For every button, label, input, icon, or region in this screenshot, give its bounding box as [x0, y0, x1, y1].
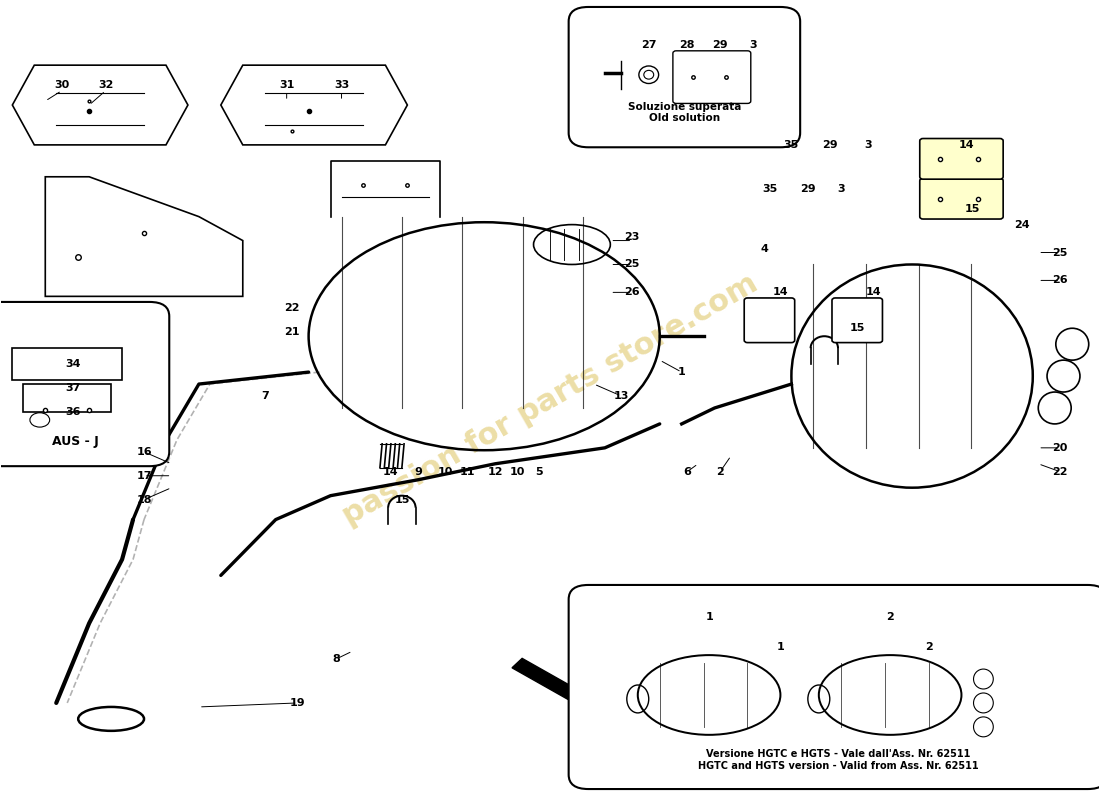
Text: 37: 37: [65, 383, 80, 393]
Text: 29: 29: [713, 40, 728, 50]
Text: 28: 28: [680, 40, 695, 50]
Text: 18: 18: [136, 494, 152, 505]
Text: 22: 22: [285, 303, 300, 314]
Text: 26: 26: [1053, 275, 1068, 286]
Text: 14: 14: [772, 287, 789, 298]
Text: 25: 25: [1053, 247, 1068, 258]
Text: 2: 2: [887, 612, 894, 622]
Text: 29: 29: [822, 140, 837, 150]
Text: 15: 15: [394, 494, 409, 505]
Text: 2: 2: [716, 466, 724, 477]
FancyBboxPatch shape: [569, 7, 800, 147]
FancyBboxPatch shape: [673, 51, 751, 103]
Text: 31: 31: [279, 80, 295, 90]
Text: 2: 2: [925, 642, 933, 652]
FancyBboxPatch shape: [745, 298, 794, 342]
FancyBboxPatch shape: [920, 138, 1003, 179]
Text: Soluzione superata
Old solution: Soluzione superata Old solution: [628, 102, 741, 123]
FancyBboxPatch shape: [569, 585, 1100, 789]
Text: 26: 26: [625, 287, 640, 298]
Text: 13: 13: [614, 391, 629, 401]
Text: 1: 1: [678, 367, 685, 377]
FancyBboxPatch shape: [0, 302, 169, 466]
Text: 30: 30: [54, 80, 69, 90]
Text: 23: 23: [625, 231, 640, 242]
Text: 6: 6: [683, 466, 691, 477]
Text: 10: 10: [509, 466, 525, 477]
Text: 35: 35: [762, 184, 777, 194]
Text: 21: 21: [285, 327, 300, 338]
Text: 3: 3: [749, 40, 757, 50]
Text: 36: 36: [65, 407, 80, 417]
Text: 20: 20: [1053, 443, 1068, 453]
Text: 15: 15: [965, 204, 980, 214]
Text: 14: 14: [866, 287, 881, 298]
Text: AUS - J: AUS - J: [52, 435, 99, 448]
Text: 1: 1: [777, 642, 784, 652]
Text: 5: 5: [536, 466, 542, 477]
FancyBboxPatch shape: [920, 178, 1003, 219]
Text: 15: 15: [849, 323, 865, 334]
Text: 33: 33: [334, 80, 349, 90]
Text: 35: 35: [784, 140, 799, 150]
Text: 34: 34: [65, 359, 80, 369]
Text: 24: 24: [1014, 220, 1030, 230]
Text: 10: 10: [438, 466, 453, 477]
FancyBboxPatch shape: [832, 298, 882, 342]
Text: 8: 8: [332, 654, 340, 664]
Text: Versione HGTC e HGTS - Vale dall'Ass. Nr. 62511
HGTC and HGTS version - Valid fr: Versione HGTC e HGTS - Vale dall'Ass. Nr…: [697, 749, 978, 770]
Text: 14: 14: [959, 140, 975, 150]
Text: 14: 14: [383, 466, 398, 477]
Text: 1: 1: [705, 612, 713, 622]
Text: 27: 27: [641, 40, 657, 50]
Text: 16: 16: [136, 447, 152, 457]
Text: 19: 19: [289, 698, 306, 708]
Text: 12: 12: [487, 466, 503, 477]
Text: 3: 3: [865, 140, 872, 150]
Text: 7: 7: [261, 391, 268, 401]
Text: 11: 11: [460, 466, 475, 477]
Text: 29: 29: [800, 184, 816, 194]
Text: 32: 32: [98, 80, 113, 90]
Text: passion for parts store.com: passion for parts store.com: [338, 269, 762, 531]
FancyArrow shape: [512, 658, 638, 731]
Text: 22: 22: [1053, 466, 1068, 477]
Text: 4: 4: [760, 243, 768, 254]
Text: 25: 25: [625, 259, 640, 270]
Text: 3: 3: [837, 184, 845, 194]
Text: 9: 9: [415, 466, 422, 477]
Text: 17: 17: [136, 470, 152, 481]
